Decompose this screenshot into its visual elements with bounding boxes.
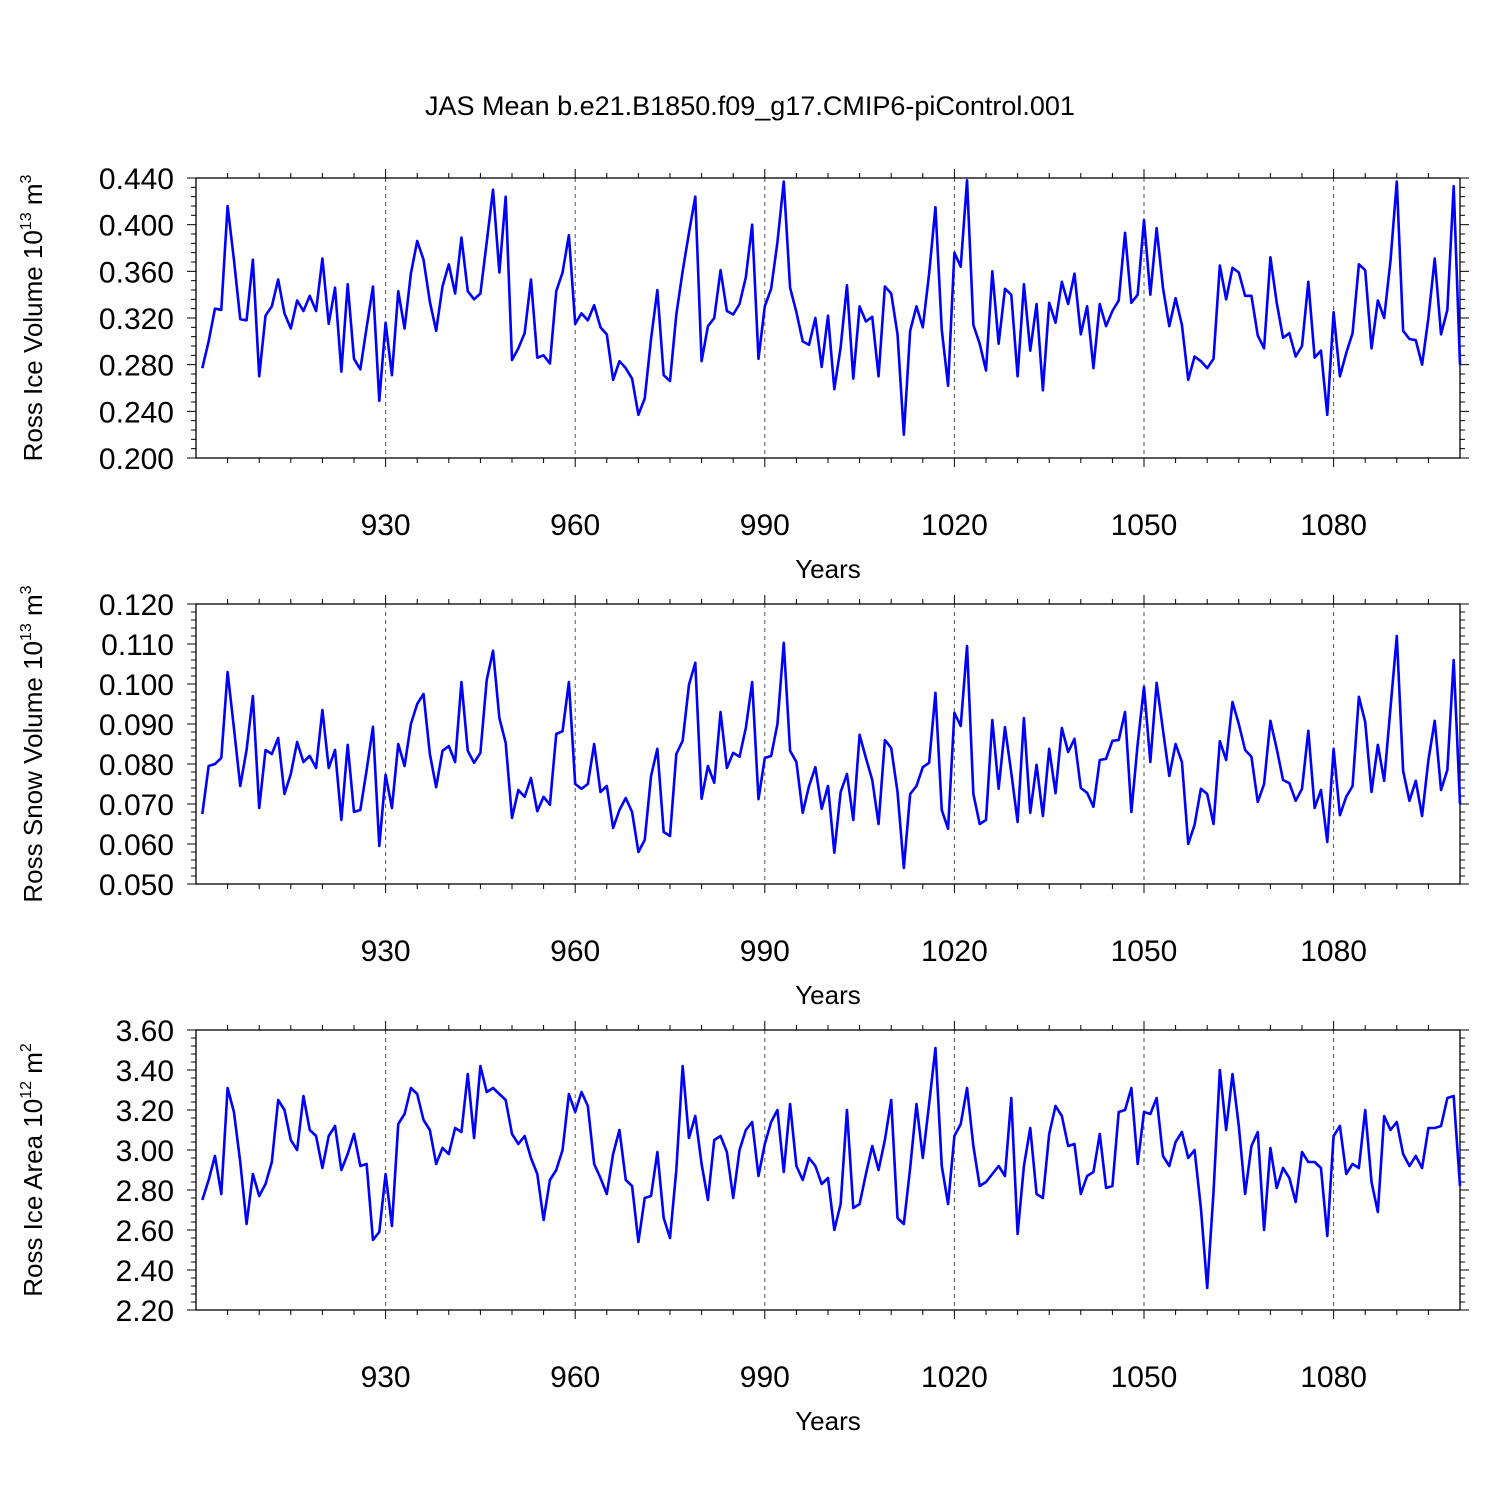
y-tick-label: 0.400 [99, 210, 174, 243]
y-tick-label: 0.050 [99, 869, 174, 902]
y-tick-label: 3.00 [116, 1135, 174, 1168]
plot-frame [195, 177, 1461, 459]
x-tick-label: 960 [550, 1361, 600, 1394]
y-tick-label: 2.20 [116, 1295, 174, 1328]
y-axis-label-part: Ross Ice Volume 10 [18, 230, 48, 461]
y-tick-label: 2.40 [116, 1255, 174, 1288]
y-tick-label: 2.80 [116, 1175, 174, 1208]
x-tick-label: 1050 [1111, 509, 1178, 542]
x-tick-label: 990 [740, 509, 790, 542]
y-tick-label: 3.60 [116, 1015, 174, 1048]
y-axis-label-superscript: 13 [18, 623, 35, 641]
x-tick-label: 1020 [921, 935, 988, 968]
x-tick-label: 990 [740, 1361, 790, 1394]
y-axis-label-part: Ross Ice Area 10 [18, 1099, 48, 1297]
x-tick-label: 930 [361, 1361, 411, 1394]
x-tick-label: 1020 [921, 509, 988, 542]
y-tick-label: 0.120 [99, 589, 174, 622]
y-tick-label: 0.080 [99, 749, 174, 782]
x-tick-label: 960 [550, 509, 600, 542]
y-tick-label: 0.060 [99, 829, 174, 862]
x-axis-label: Years [795, 1406, 861, 1436]
x-axis-label: Years [795, 554, 861, 584]
y-axis-label-superscript: 2 [18, 1043, 35, 1052]
y-tick-label: 0.110 [101, 629, 174, 662]
y-tick-label: 3.20 [116, 1095, 174, 1128]
y-tick-label: 0.360 [99, 256, 174, 289]
series-line [201, 1046, 1462, 1290]
x-tick-label: 1080 [1300, 935, 1367, 968]
panel-1: 0.200 0.240 0.280 0.320 0.360 0.400 0.440 930 96… [18, 163, 1469, 584]
plot-frame [195, 603, 1461, 885]
x-tick-label: 990 [740, 935, 790, 968]
y-axis-label-part: Ross Snow Volume 10 [18, 641, 48, 903]
y-tick-label: 0.240 [99, 396, 174, 429]
y-axis-label: Ross Snow Volume 1013 m3 [18, 585, 48, 902]
y-tick-label: 0.070 [99, 789, 174, 822]
y-axis-label: Ross Ice Volume 1013 m3 [18, 174, 48, 461]
x-tick-label: 1080 [1300, 1361, 1367, 1394]
panel-3: 2.20 2.40 2.60 2.80 3.00 3.20 3.40 3.60 930 960 99… [18, 1015, 1469, 1436]
y-tick-label: 0.100 [99, 669, 174, 702]
x-tick-label: 1080 [1300, 509, 1367, 542]
x-axis-label: Years [795, 980, 861, 1010]
y-tick-label: 0.320 [99, 303, 174, 336]
y-tick-label: 0.280 [99, 350, 174, 383]
y-axis-label: Ross Ice Area 1012 m2 [18, 1043, 48, 1297]
x-tick-label: 930 [361, 935, 411, 968]
y-axis-label-superscript: 12 [18, 1081, 35, 1099]
series-line [201, 634, 1462, 870]
y-axis-label-superscript: 3 [18, 585, 35, 594]
y-axis-label-superscript: 13 [18, 212, 35, 230]
figure-title: JAS Mean b.e21.B1850.f09_g17.CMIP6-piCon… [425, 91, 1075, 121]
y-tick-label: 3.40 [116, 1055, 174, 1088]
y-axis-label-part: m [18, 594, 48, 623]
y-tick-label: 2.60 [116, 1215, 174, 1248]
panel-2: 0.050 0.060 0.070 0.080 0.090 0.100 0.110 0.120… [18, 585, 1469, 1010]
y-tick-label: 0.440 [99, 163, 174, 196]
y-axis-label-part: m [18, 183, 48, 212]
y-tick-label: 0.200 [99, 443, 174, 476]
y-axis-label-superscript: 3 [18, 174, 35, 183]
y-axis-label-part: m [18, 1052, 48, 1081]
x-tick-label: 930 [361, 509, 411, 542]
x-tick-label: 960 [550, 935, 600, 968]
x-tick-label: 1050 [1111, 1361, 1178, 1394]
x-tick-label: 1050 [1111, 935, 1178, 968]
x-tick-label: 1020 [921, 1361, 988, 1394]
y-tick-label: 0.090 [99, 709, 174, 742]
series-line [201, 179, 1462, 436]
